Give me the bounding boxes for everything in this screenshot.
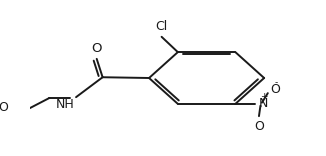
Text: O: O <box>0 101 8 114</box>
Text: +: + <box>260 92 268 100</box>
Text: Cl: Cl <box>156 20 168 33</box>
Text: O: O <box>270 83 280 96</box>
Text: NH: NH <box>56 98 75 111</box>
Text: -: - <box>274 78 277 87</box>
Text: N: N <box>259 97 268 110</box>
Text: O: O <box>92 42 102 55</box>
Text: O: O <box>254 120 264 133</box>
